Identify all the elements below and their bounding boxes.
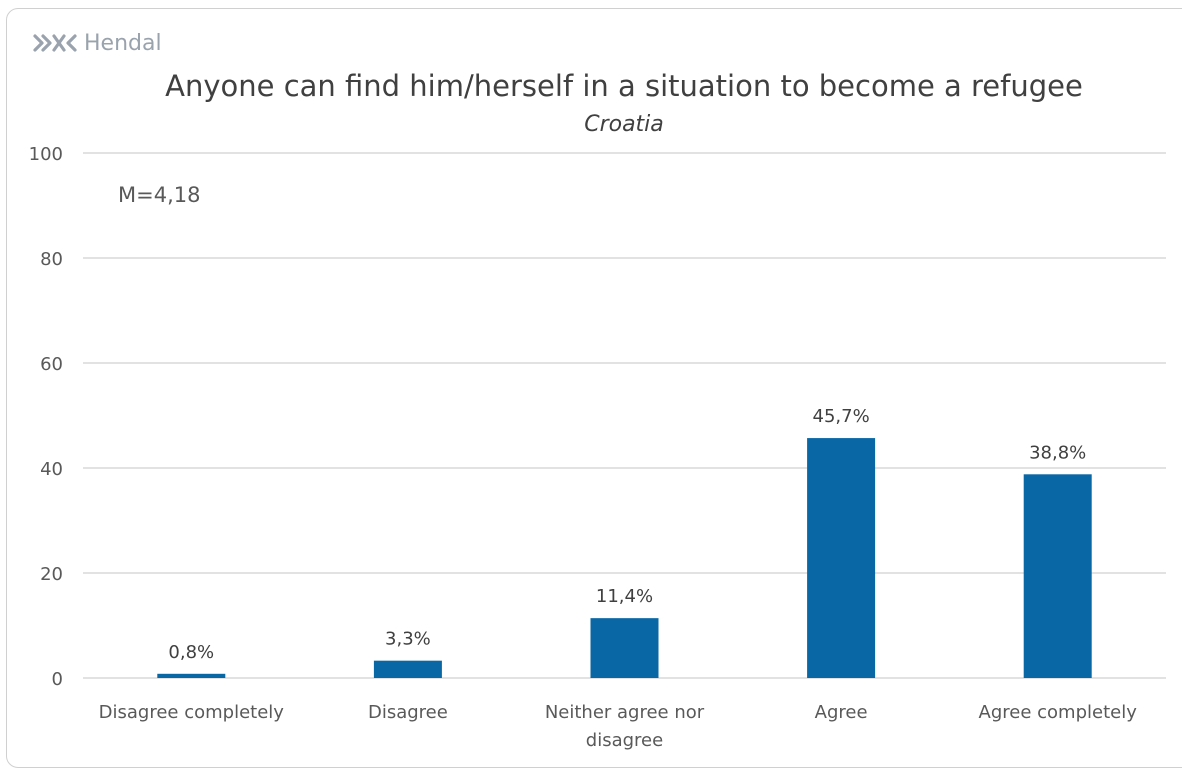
x-tick-label: Disagree	[368, 702, 448, 723]
y-tick-label: 20	[40, 564, 63, 585]
y-tick-label: 40	[40, 459, 63, 480]
bar	[590, 618, 659, 678]
x-tick-label: Agree completely	[979, 702, 1138, 723]
x-tick-label: Disagree completely	[99, 702, 285, 723]
bar	[157, 673, 226, 678]
x-tick-label: disagree	[586, 730, 663, 751]
y-tick-label: 80	[40, 249, 63, 270]
value-labels: 0,8% 3,3% 11,4% 45,7% 38,8%	[168, 406, 1086, 663]
x-tick-label: Agree	[815, 702, 868, 723]
hendal-arrows-icon	[33, 34, 77, 52]
chart-title: Anyone can find him/herself in a situati…	[165, 69, 1083, 103]
bar	[1023, 474, 1092, 678]
bar	[807, 438, 876, 678]
brand-logo: Hendal	[32, 30, 162, 56]
bar-value-label: 11,4%	[596, 586, 653, 607]
x-axis-ticks: Disagree completely Disagree Neither agree…	[99, 702, 1138, 751]
y-tick-label: 60	[40, 354, 63, 375]
y-tick-label: 0	[52, 669, 63, 690]
bar-value-label: 38,8%	[1029, 442, 1086, 463]
y-axis-ticks: 0 20 40 60 80 100	[29, 144, 63, 690]
y-tick-label: 100	[29, 144, 63, 165]
bar	[373, 660, 442, 678]
mean-annotation: M=4,18	[118, 183, 200, 207]
brand-name: Hendal	[84, 30, 162, 56]
bar-value-label: 45,7%	[813, 406, 870, 427]
bar-value-label: 0,8%	[168, 642, 214, 663]
bars	[157, 438, 1092, 678]
bar-value-label: 3,3%	[385, 629, 431, 650]
chart-subtitle: Croatia	[584, 112, 664, 137]
x-tick-label: Neither agree nor	[545, 702, 705, 723]
